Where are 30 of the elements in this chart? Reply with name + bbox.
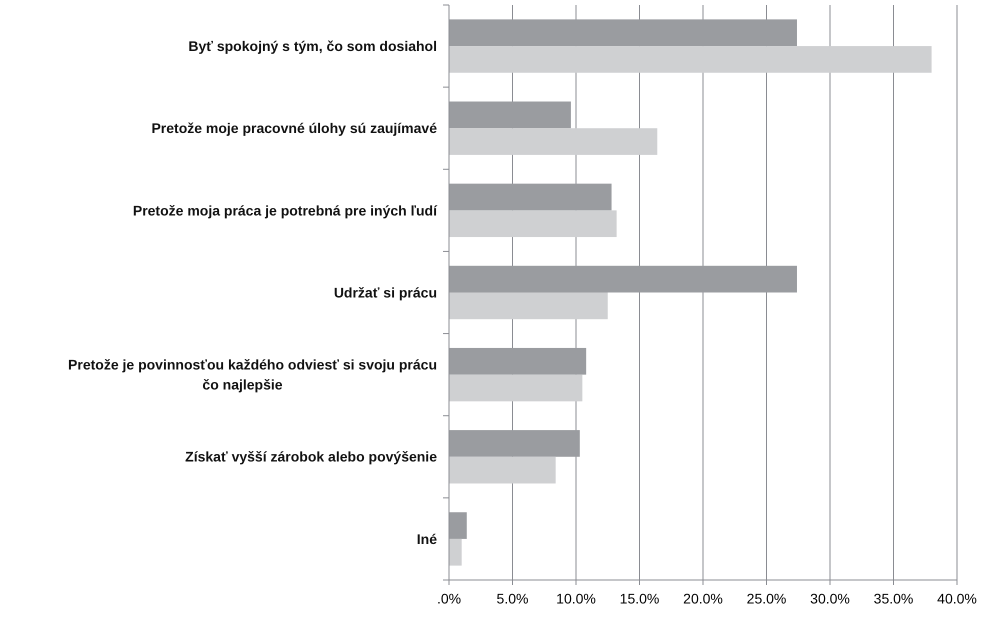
bar xyxy=(449,374,582,402)
bar xyxy=(449,266,797,292)
x-tick-label: 20.0% xyxy=(683,590,723,606)
bar xyxy=(449,128,658,155)
y-tick-label: Pretože moja práca je potrebná pre iných ľudí xyxy=(132,202,438,218)
x-tick-label: .0% xyxy=(436,590,462,606)
bar xyxy=(449,184,612,210)
x-tick-label: 25.0% xyxy=(746,590,786,606)
y-tick-label: Pretože moje pracovné úlohy sú zaujímavé xyxy=(151,120,438,136)
bar xyxy=(449,430,580,457)
bar xyxy=(449,46,932,73)
x-tick-label: 35.0% xyxy=(874,590,914,606)
bar xyxy=(449,210,617,238)
y-tick-label: Udržať si prácu xyxy=(334,284,437,300)
y-tick-label: Iné xyxy=(416,530,438,547)
bar xyxy=(449,456,556,484)
bar xyxy=(449,292,608,320)
x-tick-label: 10.0% xyxy=(556,590,596,606)
y-tick-label: Získať vyšší zárobok alebo povýšenie xyxy=(185,448,438,465)
bar xyxy=(449,538,462,566)
x-tick-label: 40.0% xyxy=(937,590,977,606)
bar xyxy=(449,19,797,46)
bar xyxy=(449,348,586,375)
x-tick-label: 30.0% xyxy=(810,590,850,606)
x-tick-label: 5.0% xyxy=(496,590,528,606)
x-tick-label: 15.0% xyxy=(620,590,660,606)
bar xyxy=(449,512,467,539)
y-tick-label: Pretože je povinnosťou každého odviesť si svoju prácu čo najlepšie xyxy=(68,356,437,393)
y-tick-label: Byť spokojný s tým, čo som dosiahol xyxy=(188,38,437,54)
bar xyxy=(449,102,571,128)
